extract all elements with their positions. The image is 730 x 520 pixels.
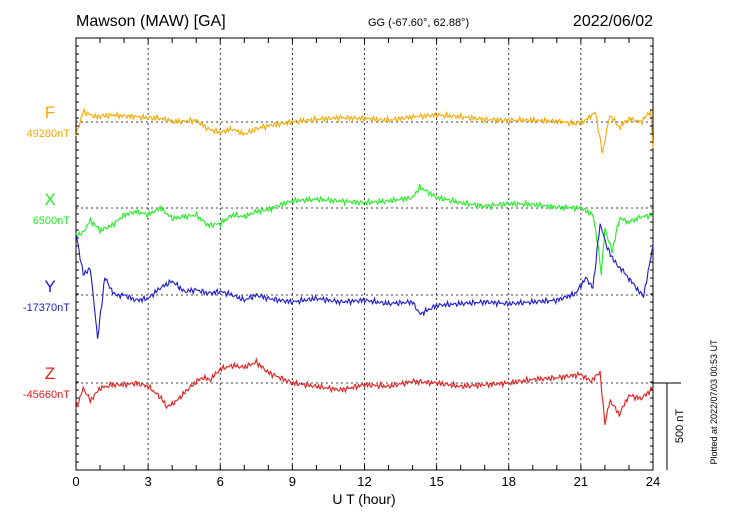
plotted-timestamp: Plotted at 2022/07/03 00:53 UT xyxy=(709,339,719,465)
series-line-f xyxy=(75,107,654,154)
station-coordinates: GG (-67.60°, 62.88°) xyxy=(368,17,469,29)
x-tick-label-3: 3 xyxy=(145,474,152,489)
scale-bar-label: 500 nT xyxy=(674,409,686,444)
series-baseline-z: -45660nT xyxy=(23,389,70,401)
series-labels: F 49280nT X 6500nT Y -17370nT Z -45660nT xyxy=(23,103,70,401)
series-baseline-y: -17370nT xyxy=(23,302,70,314)
series-traces xyxy=(75,107,654,426)
x-tick-label-21: 21 xyxy=(574,474,588,489)
x-tick-label-15: 15 xyxy=(429,474,443,489)
x-tick-label-9: 9 xyxy=(289,474,296,489)
vertical-gridlines xyxy=(147,38,582,470)
x-tick-label-18: 18 xyxy=(502,474,516,489)
series-line-z xyxy=(75,357,654,426)
x-axis-label: U T (hour) xyxy=(332,491,395,507)
series-line-y xyxy=(75,223,654,339)
x-tick-label-12: 12 xyxy=(357,474,371,489)
x-axis-ticks: 0 3 6 9 12 15 18 21 24 xyxy=(72,37,660,489)
x-tick-label-6: 6 xyxy=(217,474,224,489)
series-name-x: X xyxy=(44,190,55,209)
chart-title: Mawson (MAW) [GA] xyxy=(76,13,226,30)
scale-bar: 500 nT xyxy=(653,382,686,470)
series-line-x xyxy=(75,184,654,276)
series-name-z: Z xyxy=(45,364,55,383)
series-baseline-x: 6500nT xyxy=(33,215,71,227)
x-tick-label-0: 0 xyxy=(72,474,79,489)
chart-date: 2022/06/02 xyxy=(573,13,653,30)
x-tick-label-24: 24 xyxy=(646,474,660,489)
series-name-y: Y xyxy=(44,277,55,296)
series-baseline-f: 49280nT xyxy=(27,128,71,140)
series-name-f: F xyxy=(45,103,55,122)
